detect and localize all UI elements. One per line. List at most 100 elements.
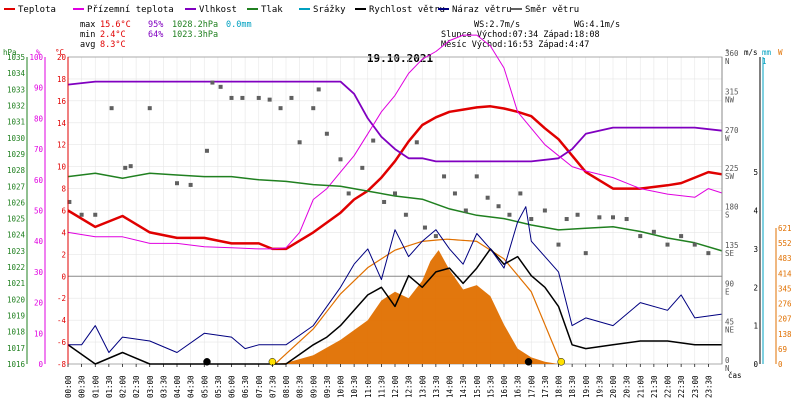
tick-label-wind-speed: 2 [753,283,758,292]
x-tick-label: 13:30 [432,375,441,398]
tick-label-hpa: 1029 [7,150,25,159]
tick-label-radiation: 483 [778,254,792,263]
x-tick-label: 01:00 [91,375,100,398]
x-tick-label: 05:30 [214,375,223,398]
wind-direction-point [267,97,272,102]
x-tick-label: 12:00 [391,375,400,398]
tick-label-temperature: 10 [57,163,67,172]
wind-direction-point [123,165,128,170]
tick-label-compass: SE [725,249,735,258]
tick-label-wind-speed: 4 [753,207,758,216]
x-tick-label: 09:30 [323,375,332,398]
sun-info: Slunce Východ:07:34 Západ:18:08 [441,30,600,40]
tick-label-temperature: 18 [57,75,67,84]
x-tick-label: 12:30 [405,375,414,398]
radiation-layer [272,238,562,365]
x-tick-label: 10:00 [337,375,346,398]
wind-direction-point [433,234,438,239]
wind-direction-point [278,106,283,111]
tick-label-hpa: 1017 [7,344,25,353]
wind-direction-point [529,217,534,222]
tick-label-direction: 225 [725,164,739,173]
tick-label-temperature: -6 [57,338,67,347]
wind-direction-point [338,157,343,162]
tick-label-radiation: 207 [778,315,792,324]
tick-label-hpa: 1020 [7,295,26,304]
tick-label-compass: N [725,364,730,373]
tick-label-hpa: 1018 [7,328,26,337]
tick-label-hpa: 1033 [7,85,25,94]
wind-direction-point [452,191,457,196]
series-rychlost-vetru [67,248,722,365]
stat-avg-label: avg [80,40,95,50]
wind-direction-point [597,215,602,220]
tick-label-hpa: 1032 [7,101,25,110]
tick-label-percent: 30 [34,268,44,277]
tick-label-wind-speed: 5 [753,168,758,177]
x-tick-label: 23:00 [691,375,700,398]
series-vlhkost [67,80,723,163]
wind-direction-point [474,174,479,179]
x-tick-label: 07:30 [268,375,277,398]
x-tick-label: 06:30 [241,375,250,398]
tick-label-radiation: 552 [778,239,792,248]
wind-direction-point [382,199,387,204]
tick-label-hpa: 1019 [7,312,25,321]
series-naraz-vetru [68,206,723,353]
tick-label-temperature: -8 [57,360,67,369]
x-tick-label: 04:00 [173,375,182,398]
tick-label-temperature: 0 [61,272,66,281]
tick-label-percent: 60 [34,176,44,185]
radiation-area [272,250,559,364]
axis-title-radiation: W [778,48,783,57]
wind-direction-point [229,95,234,100]
wind-info: WS:2.7m/s [474,20,520,30]
wind-direction-point [542,208,547,213]
wind-direction-point [240,95,245,100]
wind-direction-point [564,217,569,222]
wind-direction-point [360,165,365,170]
tick-label-percent: 80 [34,114,44,123]
stat-max-label: max [80,20,95,30]
wind-direction-point [316,87,321,92]
tick-label-radiation: 414 [778,269,792,278]
x-tick-label: 10:30 [350,375,359,398]
tick-label-radiation: 345 [778,284,792,293]
tick-label-hpa: 1028 [7,166,26,175]
wind-direction-point [371,138,376,143]
tick-label-hpa: 1030 [7,134,26,143]
tick-label-temperature: 4 [61,228,66,237]
wind-direction-point [256,95,261,100]
x-tick-label: 15:30 [486,375,495,398]
tick-label-percent: 100 [29,53,43,62]
tick-label-hpa: 1023 [7,247,25,256]
tick-label-compass: NW [725,95,735,104]
stat-max-press: 1028.2hPa [172,20,218,30]
axis-title-temp: °C [55,48,64,57]
tick-label-direction: 180 [725,203,739,212]
x-tick-label: 17:30 [541,375,550,398]
tick-label-percent: 10 [34,329,44,338]
legend-label-smer-vetru: Směr větru [525,5,579,15]
wind-direction-point [624,217,629,222]
axis-title-pct: % [36,48,41,57]
x-tick-label: 13:00 [418,375,427,398]
legend-label-rychlost-vetru: Rychlost větru [369,5,445,15]
wind-direction-point [496,204,501,209]
tick-label-compass: E [725,287,730,296]
x-tick-label: 09:00 [309,375,318,398]
legend-label-teplota: Teplota [18,5,56,15]
x-tick-label: 17:00 [527,375,536,398]
tick-label-temperature: 6 [61,207,66,216]
x-tick-label: 06:00 [228,375,237,398]
wind-direction-point [442,174,447,179]
tick-label-temperature: 16 [57,97,67,106]
tick-label-radiation: 138 [778,330,792,339]
wind-direction-point [128,164,133,169]
tick-label-direction: 90 [725,279,735,288]
wind-direction-point [422,225,427,230]
x-tick-label: 05:00 [200,375,209,398]
tick-label-hpa: 1027 [7,182,25,191]
tick-label-hpa: 1035 [7,53,25,62]
wind-direction-point [175,181,179,186]
